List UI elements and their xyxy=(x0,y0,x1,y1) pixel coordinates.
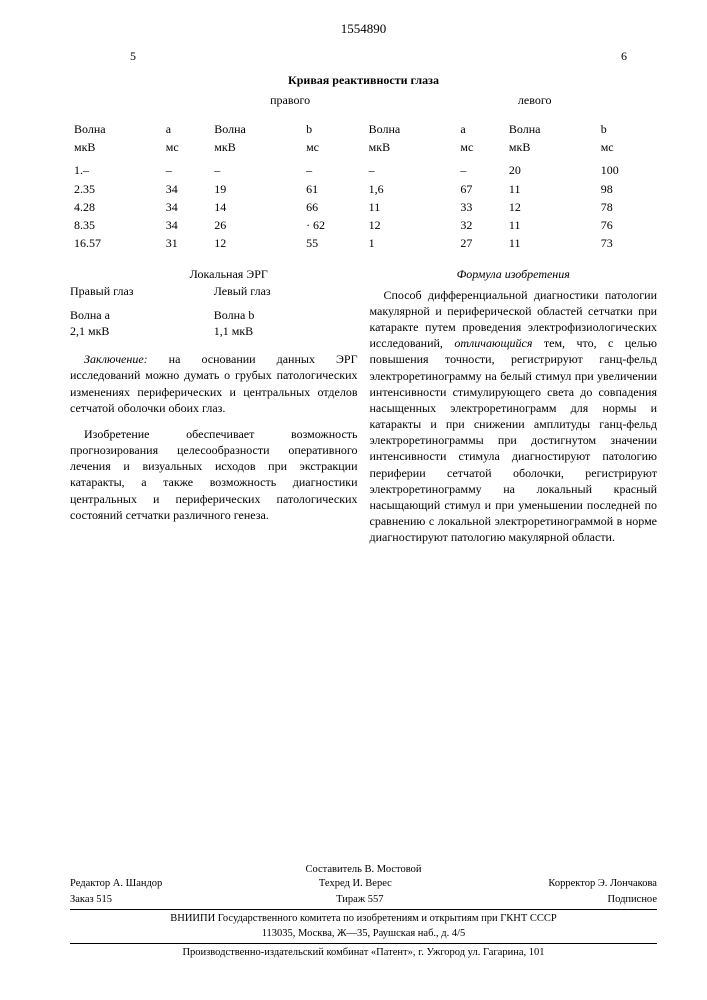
table-row: 2.353419611,6671198 xyxy=(70,180,657,198)
th-c2u: мс xyxy=(162,138,211,161)
th-c8u: мс xyxy=(597,138,657,161)
left-col-num: 5 xyxy=(130,48,136,64)
formula-text-2: тем, что, с целью повышения точности, ре… xyxy=(370,336,658,544)
eye-right-label: правого xyxy=(168,92,413,108)
table-header-row: Волна a Волна b Волна a Волна b xyxy=(70,120,657,138)
left-column: Локальная ЭРГ Правый глаз Левый глаз Вол… xyxy=(70,266,358,555)
footer-row-2: Заказ 515 Тираж 557 Подписное xyxy=(70,893,657,907)
right-eye-label: Правый глаз xyxy=(70,283,214,299)
table-row: 16.573112551271173 xyxy=(70,234,657,252)
table-title: Кривая реактивности глаза xyxy=(257,72,470,88)
footer-composer: Составитель В. Мостовой xyxy=(70,863,657,877)
footer-tirage: Тираж 557 xyxy=(336,893,383,907)
local-erg-block: Локальная ЭРГ Правый глаз Левый глаз Вол… xyxy=(70,266,358,339)
footer-editor: Редактор А. Шандор xyxy=(70,877,162,891)
footer-line-2: 113035, Москва, Ж—35, Раушская наб., д. … xyxy=(70,927,657,941)
footer-tech: Техред И. Верес xyxy=(319,877,392,891)
th-c8: b xyxy=(597,120,657,138)
table-title-row: Кривая реактивности глаза xyxy=(70,72,657,88)
table-subheader-row: мкВ мс мкВ мс мкВ мс мкВ мс xyxy=(70,138,657,161)
conclusion-para: Заключение: на основании данных ЭРГ иссл… xyxy=(70,351,358,416)
formula-title: Формула изобретения xyxy=(370,266,658,282)
th-c1u: мкВ xyxy=(70,138,162,161)
th-c6u: мс xyxy=(456,138,505,161)
doc-number: 1554890 xyxy=(70,20,657,38)
th-c6: a xyxy=(456,120,505,138)
wave-b-value: 1,1 мкВ xyxy=(214,323,358,339)
column-numbers: 5 6 xyxy=(70,48,657,64)
footer-order: Заказ 515 xyxy=(70,893,112,907)
table-body: 1.––––––20100 2.353419611,6671198 4.2834… xyxy=(70,161,657,252)
page: 1554890 5 6 Кривая реактивности глаза пр… xyxy=(0,0,707,1000)
th-c5: Волна xyxy=(365,120,457,138)
eye-labels: правого левого xyxy=(70,92,657,108)
footer-line-3: Производственно-издательский комбинат «П… xyxy=(70,946,657,960)
th-c4: b xyxy=(302,120,365,138)
footer-sub: Подписное xyxy=(608,893,657,907)
left-eye-label: Левый глаз xyxy=(214,283,358,299)
th-c3: Волна xyxy=(210,120,302,138)
eye-left-label: левого xyxy=(412,92,657,108)
reactivity-table: Волна a Волна b Волна a Волна b мкВ мс м… xyxy=(70,120,657,252)
th-c2: a xyxy=(162,120,211,138)
formula-para: Способ дифференциальной диагностики пато… xyxy=(370,287,658,546)
footer: Составитель В. Мостовой Редактор А. Шанд… xyxy=(70,863,657,960)
wave-a-label: Волна a xyxy=(70,307,214,323)
th-c4u: мс xyxy=(302,138,365,161)
invention-para: Изобретение обеспечивает возможность про… xyxy=(70,426,358,523)
footer-line-1: ВНИИПИ Государственного комитета по изоб… xyxy=(70,912,657,926)
right-col-num: 6 xyxy=(621,48,627,64)
th-c1: Волна xyxy=(70,120,162,138)
table-row: 4.2834146611331278 xyxy=(70,198,657,216)
wave-a-value: 2,1 мкВ xyxy=(70,323,214,339)
table-row: 1.––––––20100 xyxy=(70,161,657,179)
table-row: 8.353426· 6212321176 xyxy=(70,216,657,234)
th-c3u: мкВ xyxy=(210,138,302,161)
th-c7u: мкВ xyxy=(505,138,597,161)
formula-italic: отличающийся xyxy=(454,336,532,350)
footer-row: Редактор А. Шандор Техред И. Верес Корре… xyxy=(70,877,657,891)
th-c5u: мкВ xyxy=(365,138,457,161)
two-column-body: Локальная ЭРГ Правый глаз Левый глаз Вол… xyxy=(70,266,657,555)
right-column: Формула изобретения Способ дифференциаль… xyxy=(370,266,658,555)
conclusion-label: Заключение: xyxy=(84,352,148,366)
wave-b-label: Волна b xyxy=(214,307,358,323)
th-c7: Волна xyxy=(505,120,597,138)
footer-corrector: Корректор Э. Лончакова xyxy=(548,877,657,891)
local-erg-title: Локальная ЭРГ xyxy=(70,266,358,282)
